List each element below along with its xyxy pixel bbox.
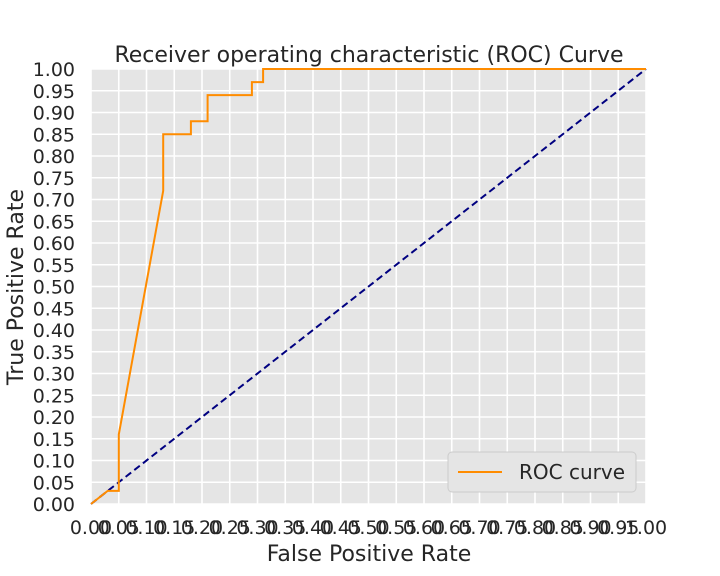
- y-tick-label: 0.00: [33, 494, 75, 516]
- x-tick-labels: 0.000.050.100.150.200.250.300.350.400.45…: [70, 517, 667, 539]
- x-tick-label: 0.55: [375, 517, 417, 539]
- y-tick-label: 0.10: [33, 451, 75, 473]
- legend-label-roc: ROC curve: [519, 460, 625, 484]
- x-tick-label: 0.15: [153, 517, 195, 539]
- y-tick-label: 0.25: [33, 385, 75, 407]
- y-tick-label: 0.85: [33, 124, 75, 146]
- x-tick-label: 0.20: [181, 517, 223, 539]
- x-tick-label: 0.70: [458, 517, 500, 539]
- y-tick-label: 0.45: [33, 298, 75, 320]
- y-tick-label: 0.95: [33, 81, 75, 103]
- x-tick-label: 0.35: [264, 517, 306, 539]
- y-tick-label: 0.30: [33, 364, 75, 386]
- chance-diagonal-line: [90, 68, 647, 505]
- y-tick-label: 0.05: [33, 472, 75, 494]
- chart-title: Receiver operating characteristic (ROC) …: [114, 43, 623, 68]
- x-tick-label: 0.10: [125, 517, 167, 539]
- x-tick-label: 0.75: [486, 517, 528, 539]
- y-tick-label: 0.20: [33, 407, 75, 429]
- x-tick-label: 0.05: [98, 517, 140, 539]
- y-tick-label: 0.90: [33, 103, 75, 125]
- y-tick-label: 0.50: [33, 277, 75, 299]
- y-tick-labels: 0.000.050.100.150.200.250.300.350.400.45…: [33, 59, 75, 516]
- x-axis-label: False Positive Rate: [267, 542, 471, 567]
- y-tick-label: 0.15: [33, 429, 75, 451]
- x-tick-label: 0.40: [292, 517, 334, 539]
- x-tick-label: 1.00: [625, 517, 667, 539]
- x-tick-label: 0.30: [236, 517, 278, 539]
- y-axis-label: True Positive Rate: [4, 189, 29, 386]
- x-tick-label: 0.25: [209, 517, 251, 539]
- y-tick-label: 0.80: [33, 146, 75, 168]
- y-tick-label: 0.35: [33, 342, 75, 364]
- roc-curve-line: [90, 68, 646, 505]
- y-tick-label: 0.40: [33, 320, 75, 342]
- data-series: [90, 68, 647, 505]
- x-tick-label: 0.65: [431, 517, 473, 539]
- legend-box: [447, 451, 637, 493]
- x-tick-label: 0.85: [542, 517, 584, 539]
- legend: ROC curve: [447, 451, 637, 493]
- x-tick-label: 0.90: [569, 517, 611, 539]
- x-tick-label: 0.50: [347, 517, 389, 539]
- y-tick-label: 1.00: [33, 59, 75, 81]
- x-tick-label: 0.95: [597, 517, 639, 539]
- y-tick-label: 0.75: [33, 168, 75, 190]
- y-tick-label: 0.60: [33, 233, 75, 255]
- x-tick-label: 0.80: [514, 517, 556, 539]
- x-tick-label: 0.45: [320, 517, 362, 539]
- x-tick-label: 0.00: [70, 517, 112, 539]
- x-tick-label: 0.60: [403, 517, 445, 539]
- y-tick-label: 0.55: [33, 255, 75, 277]
- y-tick-label: 0.65: [33, 211, 75, 233]
- y-tick-label: 0.70: [33, 190, 75, 212]
